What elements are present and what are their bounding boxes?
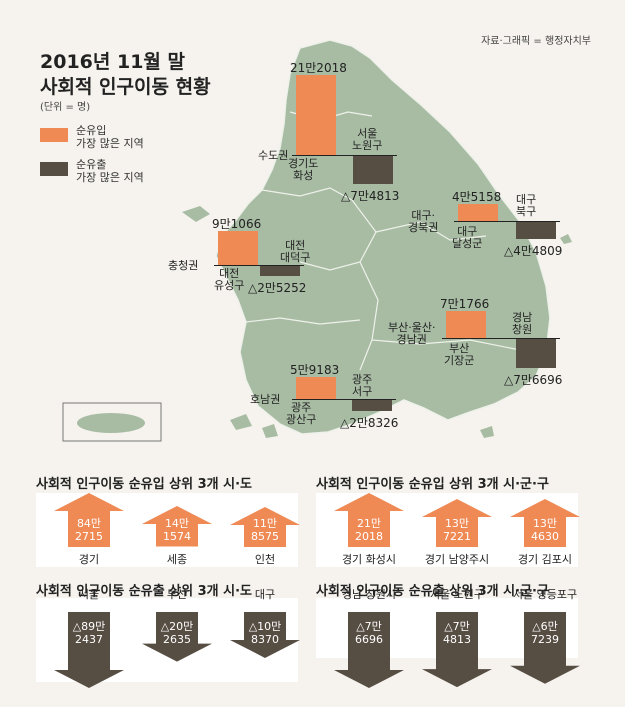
outflow-arrow (230, 612, 300, 658)
map-out-area-label: 광주 서구 (352, 373, 373, 398)
map-in-area-label: 경기도 화성 (288, 157, 319, 182)
outflow-arrow (422, 612, 492, 688)
outflow-arrow (54, 612, 124, 688)
map-in-bar (218, 230, 258, 265)
map-in-value: 9만1066 (212, 216, 262, 231)
map-in-value: 21만2018 (290, 61, 347, 75)
map-mainland (215, 39, 551, 435)
map-baseline (292, 399, 396, 400)
arrow-value-label: △7만 6696 (355, 620, 383, 646)
arrow-category-label: 경기 김포시 (517, 553, 573, 566)
map-in-area-label: 대구 달성군 (452, 225, 483, 250)
map-out-area-label: 경남 창원 (512, 311, 533, 336)
map-region-label: 대구· 경북권 (408, 209, 439, 234)
inflow-arrow (142, 506, 212, 547)
province-borders (245, 111, 521, 371)
jeju-island (77, 413, 145, 433)
map-out-area-label: 서울 노원구 (352, 127, 383, 152)
map-region-label: 호남권 (250, 393, 281, 406)
title-line-1: 2016년 11월 말 (40, 51, 185, 73)
inflow-arrow (54, 493, 124, 547)
arrow-category-label: 대구 (254, 588, 276, 601)
source-credit: 자료·그래픽 = 행정자치부 (481, 36, 591, 47)
map-in-bar (296, 75, 336, 155)
arrow-category-label: 인천 (254, 553, 276, 566)
page-title: 2016년 11월 말 사회적 인구이동 현황 (40, 50, 211, 100)
map-in-value: 5만9183 (290, 362, 340, 377)
map-in-bar (296, 376, 336, 399)
panel-title: 사회적 인구이동 순유출 상위 3개 시·도 (36, 584, 253, 599)
map-out-bar (353, 156, 393, 185)
legend-out-label: 순유출 가장 많은 지역 (76, 158, 144, 184)
arrow-value-label: △20만 2635 (160, 620, 194, 646)
arrow-category-label: 부산 (166, 588, 188, 601)
map-baseline (214, 265, 304, 266)
map-baseline (454, 221, 560, 222)
outflow-arrow (334, 612, 404, 688)
map-region-label: 수도권 (258, 149, 289, 162)
map-out-value: △2만5252 (248, 280, 307, 295)
legend-out-swatch (40, 162, 68, 176)
map-out-value: △2만8326 (340, 415, 399, 430)
map-baseline (292, 155, 397, 156)
arrow-category-label: 경기 남양주시 (424, 553, 490, 566)
arrow-category-label: 서울 영등포구 (512, 588, 578, 601)
map-out-area-label: 대구 북구 (516, 193, 537, 218)
map-in-area-label: 대전 유성구 (214, 267, 245, 292)
map-in-value: 7만1766 (440, 296, 490, 311)
map-out-bar (516, 339, 556, 368)
map-in-bar (458, 203, 498, 221)
legend-in-label: 순유입 가장 많은 지역 (76, 124, 144, 150)
legend-in-swatch (40, 128, 68, 142)
map-region-label: 부산·울산· 경남권 (388, 321, 436, 346)
arrow-value-label: 13만 4630 (531, 517, 559, 543)
arrow-value-label: △6만 7239 (531, 620, 559, 646)
arrow-category-label: 경기 화성시 (341, 553, 397, 566)
arrow-value-label: 11만 8575 (251, 517, 279, 543)
outflow-arrow (142, 612, 212, 662)
map-out-value: △4만4809 (504, 243, 563, 258)
map-in-area-label: 부산 기장군 (444, 342, 475, 367)
panel-title: 사회적 인구이동 순유입 상위 3개 시·군·구 (316, 477, 549, 492)
arrow-value-label: △7만 4813 (443, 620, 471, 646)
arrow-category-label: 서울 (78, 588, 100, 601)
arrow-value-label: 21만 2018 (355, 517, 383, 543)
inflow-arrow (334, 493, 404, 547)
title-line-2: 사회적 인구이동 현황 (40, 76, 211, 98)
map-out-area-label: 대전 대덕구 (280, 239, 311, 264)
unit-note: (단위 = 명) (40, 102, 91, 113)
map-in-value: 4만5158 (452, 189, 502, 204)
arrow-value-label: 84만 2715 (75, 517, 103, 543)
inflow-arrow (422, 498, 492, 547)
map-out-bar (516, 222, 556, 239)
arrow-category-label: 서울 노원구 (429, 588, 485, 601)
map-out-bar (352, 400, 392, 411)
map-in-bar (446, 310, 486, 338)
outflow-arrow (510, 612, 580, 684)
inflow-arrow (510, 498, 580, 547)
arrow-value-label: 14만 1574 (163, 517, 191, 543)
arrow-value-label: △89만 2437 (72, 620, 106, 646)
map-region-label: 충청권 (168, 259, 199, 272)
map-baseline (442, 338, 560, 339)
jeju-inset-frame (62, 402, 162, 442)
map-in-area-label: 광주 광산구 (286, 401, 317, 426)
panel-title: 사회적 인구이동 순유출 상위 3개 시·군·구 (316, 584, 549, 599)
arrow-value-label: △10만 8370 (248, 620, 282, 646)
arrow-value-label: 13만 7221 (443, 517, 471, 543)
arrow-category-label: 세종 (166, 553, 188, 566)
inflow-arrow (230, 506, 300, 547)
map-out-value: △7만4813 (341, 189, 400, 204)
arrow-category-label: 경남 창원시 (341, 588, 397, 601)
arrow-category-label: 경기 (78, 553, 100, 566)
map-out-value: △7만6696 (504, 372, 563, 387)
map-out-bar (260, 266, 300, 276)
panel-title: 사회적 인구이동 순유입 상위 3개 시·도 (36, 477, 253, 492)
